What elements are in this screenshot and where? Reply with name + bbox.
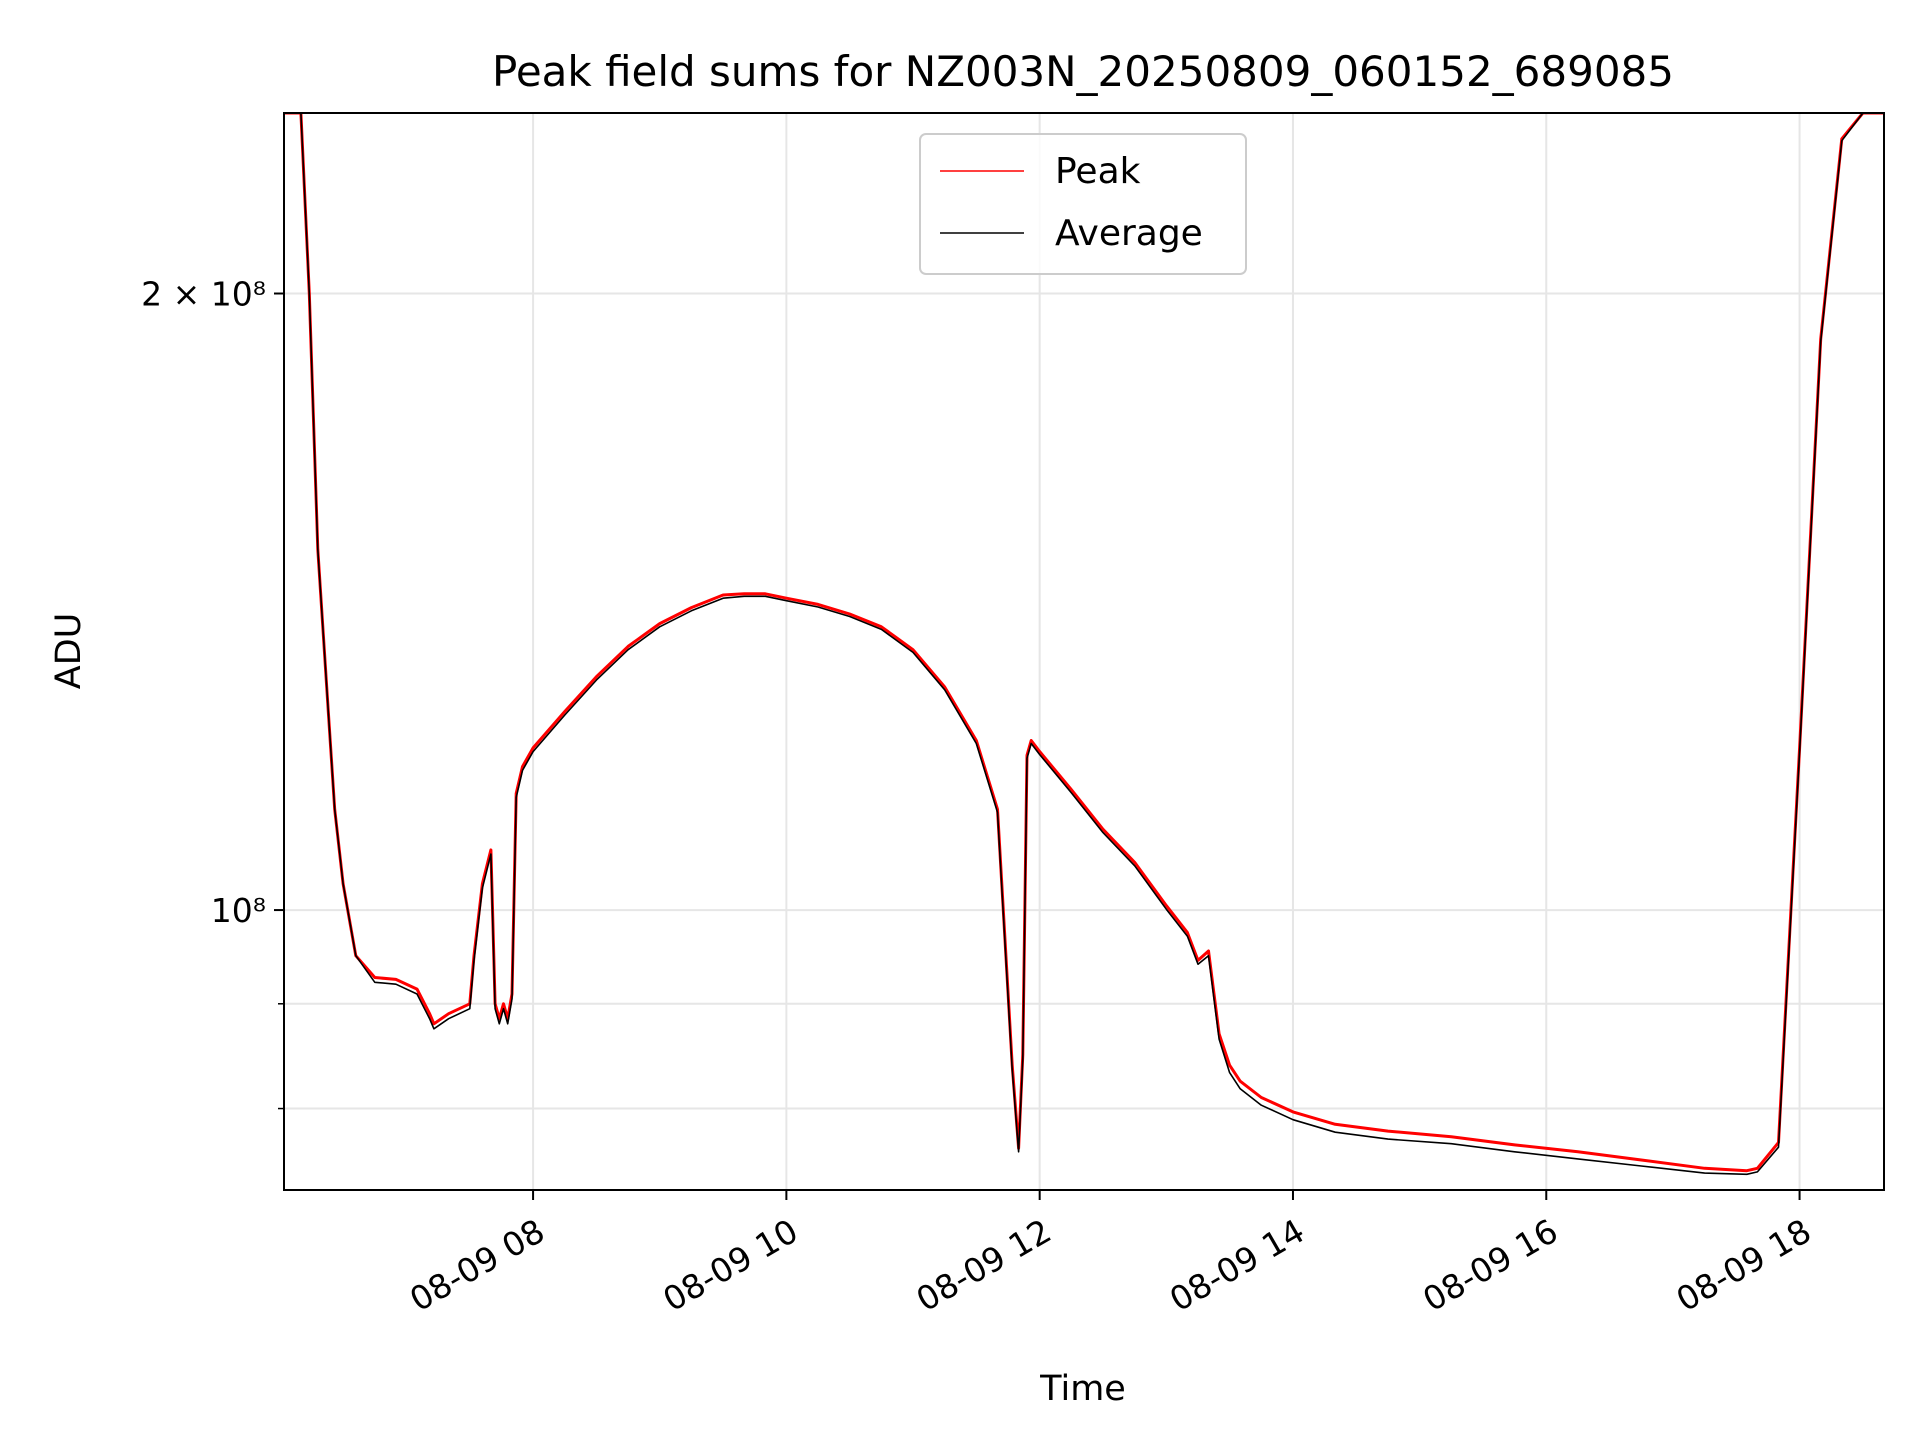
series-line-peak [284,113,1884,1173]
legend: Peak Average [919,133,1247,275]
y-axis-label: ADU [49,613,89,690]
chart-title: Peak field sums for NZ003N_20250809_0601… [492,47,1674,96]
y-axis: 2 × 10⁸ 10⁸ [141,275,284,1110]
series-line-average [284,113,1884,1176]
y-tick-label: 2 × 10⁸ [141,275,266,314]
plot-frame [283,112,1885,1191]
legend-label-average: Average [1055,213,1203,254]
x-axis-label: Time [1039,1369,1126,1409]
legend-label-peak: Peak [1055,151,1141,192]
grid [284,113,1884,1190]
y-tick-label: 10⁸ [211,891,266,930]
series-layer [284,113,1884,1176]
legend-box [919,133,1247,275]
